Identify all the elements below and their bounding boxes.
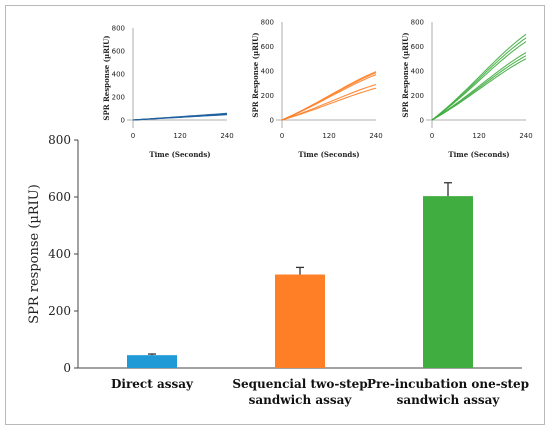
bar bbox=[423, 196, 473, 368]
category-label: Direct assay bbox=[111, 377, 194, 391]
y-tick-label: 800 bbox=[48, 133, 71, 147]
inset-series-line bbox=[431, 33, 527, 121]
inset-series-line bbox=[281, 83, 377, 121]
inset-y-tick-label: 600 bbox=[112, 48, 125, 56]
inset-y-tick-label: 800 bbox=[411, 19, 424, 27]
inset-y-tick-label: 800 bbox=[261, 19, 274, 27]
inset-y-tick-label: 600 bbox=[261, 43, 274, 51]
bar bbox=[275, 274, 325, 368]
inset-x-tick-label: 240 bbox=[369, 132, 382, 140]
inset-x-tick-label: 0 bbox=[131, 132, 135, 140]
inset-x-tick-label: 120 bbox=[173, 132, 186, 140]
inset-x-tick-label: 120 bbox=[322, 132, 335, 140]
category-label: Sequencial two-step bbox=[232, 377, 367, 391]
category-label: sandwich assay bbox=[397, 393, 501, 407]
y-tick-label: 0 bbox=[63, 361, 71, 375]
inset-y-axis-label: SPR Response (µRIU) bbox=[102, 35, 111, 120]
inset-y-tick-label: 200 bbox=[112, 94, 125, 102]
inset-y-tick-label: 600 bbox=[411, 43, 424, 51]
inset-y-tick-label: 0 bbox=[121, 117, 125, 125]
figure-frame bbox=[5, 5, 545, 425]
inset-y-tick-label: 200 bbox=[261, 92, 274, 100]
category-label: sandwich assay bbox=[249, 393, 353, 407]
inset-y-axis-label: SPR Response (µRIU) bbox=[401, 32, 410, 117]
inset-y-tick-label: 400 bbox=[112, 71, 125, 79]
inset-x-tick-label: 0 bbox=[430, 132, 434, 140]
inset-series-line bbox=[132, 112, 228, 121]
y-tick-label: 400 bbox=[48, 247, 71, 261]
bar bbox=[127, 355, 177, 368]
inset-x-axis-label: Time (Seconds) bbox=[149, 150, 210, 159]
inset-series-line bbox=[431, 52, 527, 121]
inset-x-axis-label: Time (Seconds) bbox=[448, 150, 509, 159]
inset-y-tick-label: 400 bbox=[411, 68, 424, 76]
y-tick-label: 600 bbox=[48, 190, 71, 204]
y-tick-label: 200 bbox=[48, 304, 71, 318]
inset-y-tick-label: 400 bbox=[261, 68, 274, 76]
inset-series-line bbox=[281, 71, 377, 121]
inset-x-tick-label: 0 bbox=[280, 132, 284, 140]
inset-y-axis-label: SPR Response (µRIU) bbox=[251, 32, 260, 117]
inset-x-axis-label: Time (Seconds) bbox=[298, 150, 359, 159]
category-label: Pre-incubation one-step bbox=[367, 377, 529, 391]
inset-y-tick-label: 0 bbox=[420, 117, 424, 125]
inset-y-tick-label: 0 bbox=[270, 117, 274, 125]
inset-y-tick-label: 200 bbox=[411, 92, 424, 100]
inset-y-tick-label: 800 bbox=[112, 25, 125, 33]
inset-x-tick-label: 240 bbox=[519, 132, 532, 140]
inset-x-tick-label: 120 bbox=[472, 132, 485, 140]
inset-x-tick-label: 240 bbox=[220, 132, 233, 140]
y-axis-label: SPR response (µRIU) bbox=[27, 184, 42, 324]
